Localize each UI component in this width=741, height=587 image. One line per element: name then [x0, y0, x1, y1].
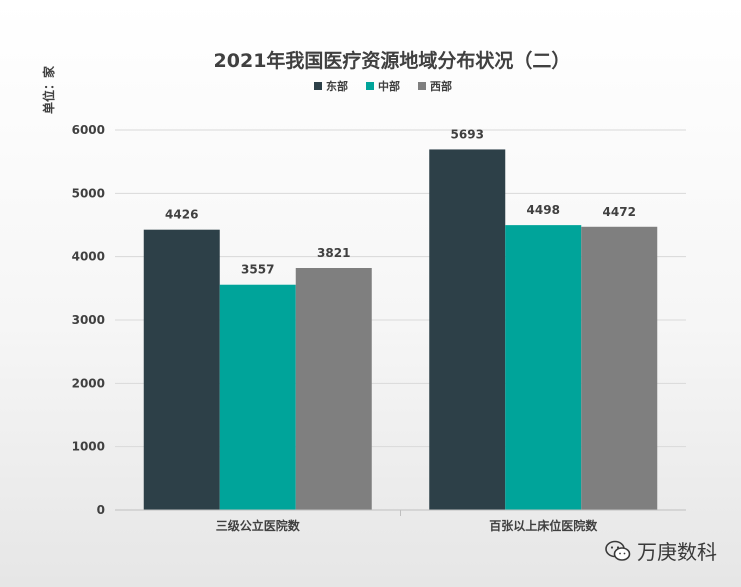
data-label-0-1: 3557: [241, 263, 274, 277]
legend-label-0: 东部: [326, 79, 348, 93]
legend-item-2: 西部: [418, 79, 452, 93]
bar-0-2: [295, 268, 372, 510]
data-label-1-2: 4472: [603, 205, 636, 219]
x-axis: 三级公立医院数 百张以上床位医院数: [115, 509, 686, 533]
y-tick-label-4: 4000: [72, 250, 105, 264]
legend-item-0: 东部: [314, 79, 348, 93]
legend: 东部 中部 西部: [314, 79, 452, 93]
legend-item-1: 中部: [366, 79, 400, 93]
chart-title: 2021年我国医疗资源地域分布状况（二）: [214, 49, 571, 72]
legend-swatch-1: [366, 82, 374, 90]
legend-label-1: 中部: [378, 79, 400, 93]
y-tick-label-3: 3000: [72, 313, 105, 327]
y-tick-label-2: 2000: [72, 376, 105, 390]
x-tick-label-1: 百张以上床位医院数: [489, 518, 598, 533]
data-labels: 4426 3557 3821 5693 4498 4472: [165, 127, 636, 276]
wechat-icon: [605, 540, 631, 561]
y-tick-label-0: 0: [97, 503, 105, 517]
legend-swatch-0: [314, 82, 322, 90]
bar-1-2: [581, 226, 658, 511]
data-label-0-0: 4426: [165, 208, 198, 222]
data-label-0-2: 3821: [317, 246, 350, 260]
bars: [143, 149, 658, 511]
bar-1-1: [505, 225, 582, 511]
legend-label-2: 西部: [430, 79, 452, 93]
watermark-text: 万庚数科: [637, 540, 717, 564]
y-axis-ticks: 0 1000 2000 3000 4000 5000 6000: [72, 123, 105, 517]
y-tick-label-6: 6000: [72, 123, 105, 137]
bar-0-0: [143, 229, 220, 511]
data-label-1-1: 4498: [527, 203, 560, 217]
y-tick-label-5: 5000: [72, 186, 105, 200]
bar-1-0: [429, 149, 506, 510]
data-label-1-0: 5693: [451, 127, 484, 141]
watermark: 万庚数科: [605, 536, 717, 565]
x-tick-label-0: 三级公立医院数: [216, 518, 301, 533]
y-axis-unit-label: 单位：家: [41, 65, 56, 114]
bar-0-1: [219, 284, 296, 510]
legend-swatch-2: [418, 82, 426, 90]
y-tick-label-1: 1000: [72, 440, 105, 454]
